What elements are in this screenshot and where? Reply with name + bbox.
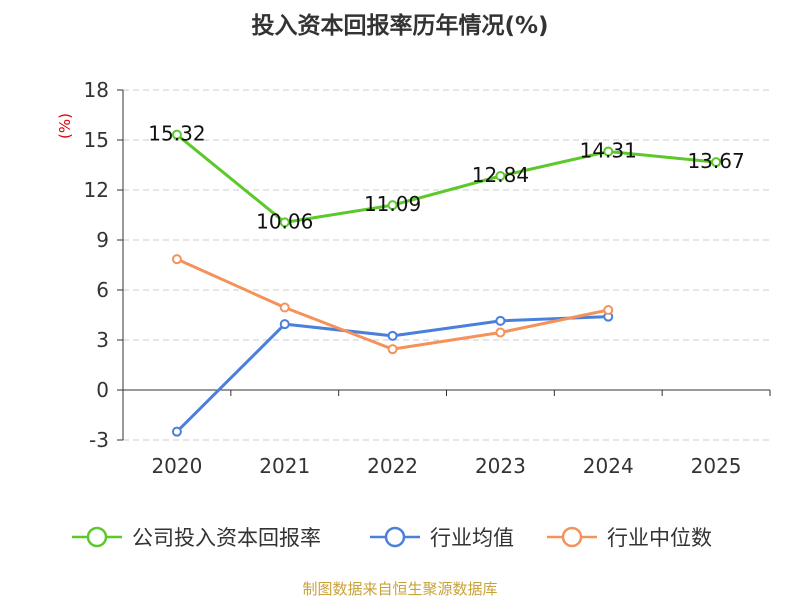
y-tick-label: -3 <box>89 428 109 452</box>
legend-label: 行业中位数 <box>607 526 712 550</box>
legend-label: 公司投入资本回报率 <box>132 526 321 550</box>
chart-title: 投入资本回报率历年情况(%) <box>251 12 548 39</box>
data-point[interactable] <box>495 315 506 326</box>
data-point[interactable] <box>387 200 398 211</box>
data-label: 15.32 <box>148 122 205 146</box>
legend[interactable]: 公司投入资本回报率 行业均值 行业中位数 <box>72 526 712 550</box>
y-tick-label: 9 <box>96 228 109 252</box>
data-label: 11.09 <box>364 192 421 216</box>
source-label: 制图数据来自恒生聚源数据库 <box>302 580 497 598</box>
data-point[interactable] <box>495 171 506 181</box>
x-tick-label: 2025 <box>691 454 742 478</box>
x-tick-label: 2022 <box>367 454 418 478</box>
data-point[interactable] <box>279 319 290 330</box>
y-tick-label: 18 <box>84 78 109 102</box>
data-point[interactable] <box>603 305 614 315</box>
x-tick-label: 2024 <box>583 454 634 478</box>
legend-label: 行业均值 <box>430 526 514 550</box>
x-tick-label: 2021 <box>259 454 310 478</box>
legend-swatch-marker <box>561 526 583 548</box>
data-point[interactable] <box>495 327 506 338</box>
y-axis-unit-label: (%) <box>56 113 74 139</box>
legend-item[interactable]: 公司投入资本回报率 <box>72 526 321 550</box>
series-points <box>171 129 722 437</box>
data-point[interactable] <box>279 217 290 228</box>
y-tick-label: 6 <box>96 278 109 302</box>
x-tick-label: 2023 <box>475 454 526 478</box>
legend-swatch-marker <box>384 526 406 548</box>
legend-item[interactable]: 行业中位数 <box>547 526 712 550</box>
y-tick-label: 0 <box>96 378 109 402</box>
data-label: 14.31 <box>580 139 637 163</box>
data-point[interactable] <box>387 330 398 341</box>
x-tick-label: 2020 <box>151 454 202 478</box>
y-tick-label: 3 <box>96 328 109 352</box>
data-point[interactable] <box>171 254 182 265</box>
legend-swatch-marker <box>86 526 108 548</box>
series-line <box>175 133 718 224</box>
data-point[interactable] <box>171 129 182 140</box>
data-label: 12.84 <box>472 163 529 187</box>
data-point[interactable] <box>711 157 722 168</box>
legend-item[interactable]: 行业均值 <box>370 526 514 550</box>
data-labels: 15.32 10.06 11.09 12.84 14.31 13.67 <box>148 122 744 234</box>
data-point[interactable] <box>171 426 182 437</box>
axes: 18 15 12 9 6 3 0 -3 2020 2021 2022 2023 2024 2025 <box>84 78 771 478</box>
data-point[interactable] <box>279 302 290 313</box>
y-tick-label: 12 <box>84 178 109 202</box>
series-lines <box>175 133 718 434</box>
data-point[interactable] <box>603 146 614 157</box>
data-label: 10.06 <box>256 209 313 233</box>
data-point[interactable] <box>387 344 398 355</box>
data-label: 13.67 <box>687 149 744 173</box>
y-tick-label: 15 <box>84 128 109 152</box>
